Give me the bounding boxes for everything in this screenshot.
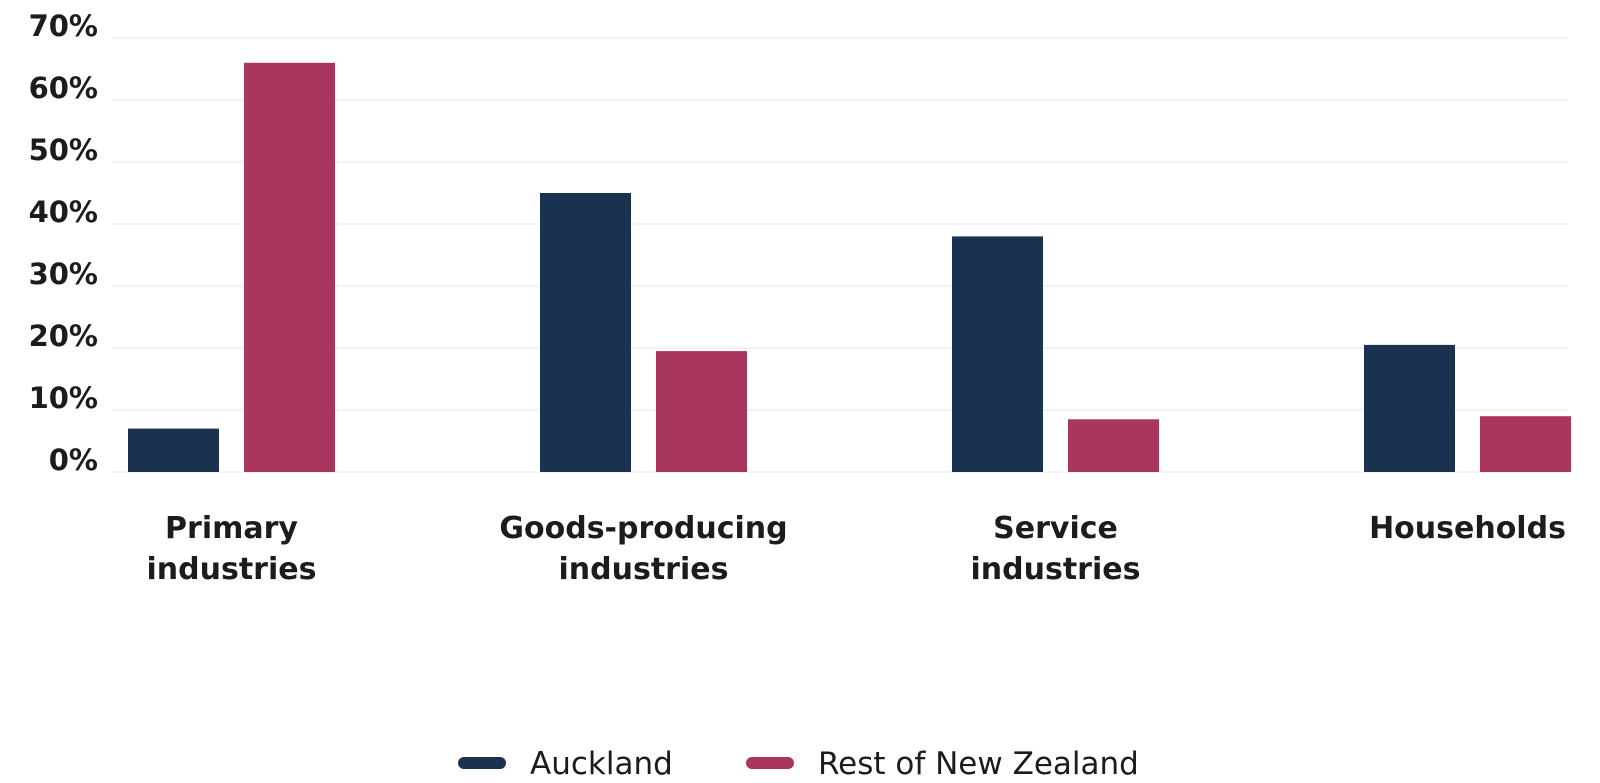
bar-rest-of-new-zealand-3 xyxy=(1480,416,1571,472)
legend-swatch-auckland xyxy=(458,757,506,769)
category-label: Service industries xyxy=(971,511,1141,587)
bar-rest-of-new-zealand-1 xyxy=(656,351,747,472)
y-tick-label: 50% xyxy=(29,133,98,167)
y-tick-label: 40% xyxy=(29,195,98,229)
bar-auckland-2 xyxy=(952,236,1043,472)
y-tick-label: 10% xyxy=(29,381,98,415)
y-tick-label: 0% xyxy=(49,443,98,477)
legend-label: Rest of New Zealand xyxy=(818,746,1139,782)
legend-swatch-rest-of-new-zealand xyxy=(746,757,794,769)
y-tick-label: 30% xyxy=(29,257,98,291)
bar-auckland-1 xyxy=(540,193,631,472)
bars xyxy=(128,62,1571,473)
x-axis-category-labels: Primary industries Goods-producing industri… xyxy=(147,511,1566,587)
bar-rest-of-new-zealand-2 xyxy=(1068,419,1159,472)
y-axis-tick-labels: 0% 10% 20% 30% 40% 50% 60% 70% xyxy=(29,9,98,477)
legend-label: Auckland xyxy=(530,746,673,782)
y-tick-label: 70% xyxy=(29,9,98,43)
category-label: Primary industries xyxy=(147,511,317,587)
bar-auckland-3 xyxy=(1364,344,1455,472)
bar-rest-of-new-zealand-0 xyxy=(244,62,335,473)
gridlines xyxy=(112,37,1568,473)
bar-auckland-0 xyxy=(128,428,219,472)
legend: Auckland Rest of New Zealand xyxy=(458,746,1139,782)
category-label: Goods-producing industries xyxy=(499,511,787,587)
category-label: Households xyxy=(1369,511,1566,546)
y-tick-label: 20% xyxy=(29,319,98,353)
y-tick-label: 60% xyxy=(29,71,98,105)
